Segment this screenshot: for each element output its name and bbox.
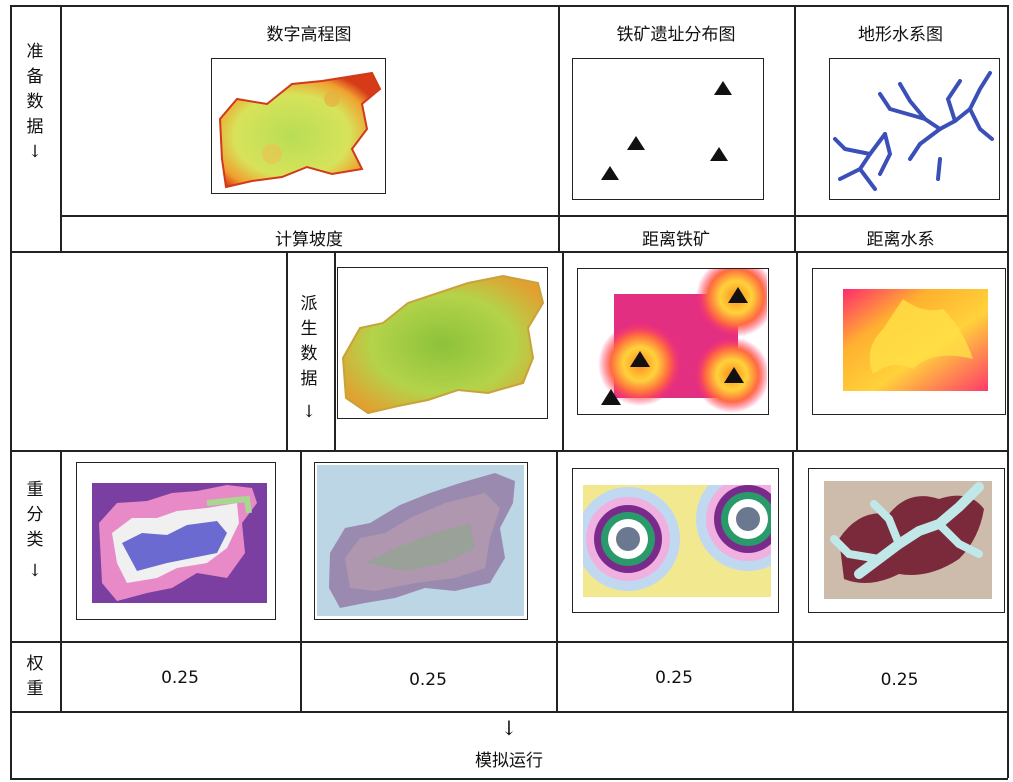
iron-site-marker [630,351,650,367]
down-arrow-icon: ↓ [27,142,43,162]
down-arrow-icon: ↓ [500,716,518,740]
title-river: 地形水系图 [858,25,943,45]
weight-river: 0.25 [880,670,919,690]
reclass-dem-map [92,483,267,603]
row-label-derived: 派 生 数 据 ↓ [298,292,320,425]
dist-iron-map-frame [577,268,769,415]
row-label-weight: 权 重 [26,654,44,699]
dist-iron-map [598,269,767,413]
iron-site-marker [601,166,619,180]
op-dist-river: 距离水系 [866,230,935,250]
iron-site-marker [627,136,645,150]
dem-map-frame [211,58,386,194]
weight-slope-dem: 0.25 [161,668,199,688]
river-map [833,71,994,191]
down-arrow-icon: ↓ [301,402,317,422]
slope-map [341,274,545,415]
iron-site-marker [601,389,621,405]
op-dist-iron: 距离铁矿 [642,230,710,250]
reclass-dem-frame [76,462,276,620]
row-label-reclass: 重 分 类 ↓ [24,478,46,584]
reclass-river-map [824,481,992,599]
iron-site-marker [714,81,732,95]
reclass-iron-map [573,469,777,611]
title-dem: 数字高程图 [266,25,352,45]
iron-site-marker [710,147,728,161]
down-arrow-icon: ↓ [27,561,43,581]
river-map-frame [829,58,1000,200]
dist-river-map [843,289,988,391]
reclass-slope-map [317,465,524,616]
reclass-slope-frame [314,462,528,620]
iron-site-marker [724,367,744,383]
op-slope: 计算坡度 [275,230,343,250]
final-step-label: 模拟运行 [475,751,543,771]
weight-iron: 0.25 [655,668,693,688]
dist-river-map-frame [812,268,1006,415]
title-iron-sites: 铁矿遗址分布图 [616,25,736,45]
reclass-iron-frame [572,468,779,613]
reclass-river-frame [808,468,1005,613]
iron-sites-map-frame [572,58,764,200]
iron-sites-map [601,81,732,180]
iron-site-marker [728,287,748,303]
slope-map-frame [337,267,548,419]
weight-slope: 0.25 [409,670,447,690]
dem-map [218,71,382,189]
row-label-prep: 准 备 数 据 ↓ [24,40,46,165]
